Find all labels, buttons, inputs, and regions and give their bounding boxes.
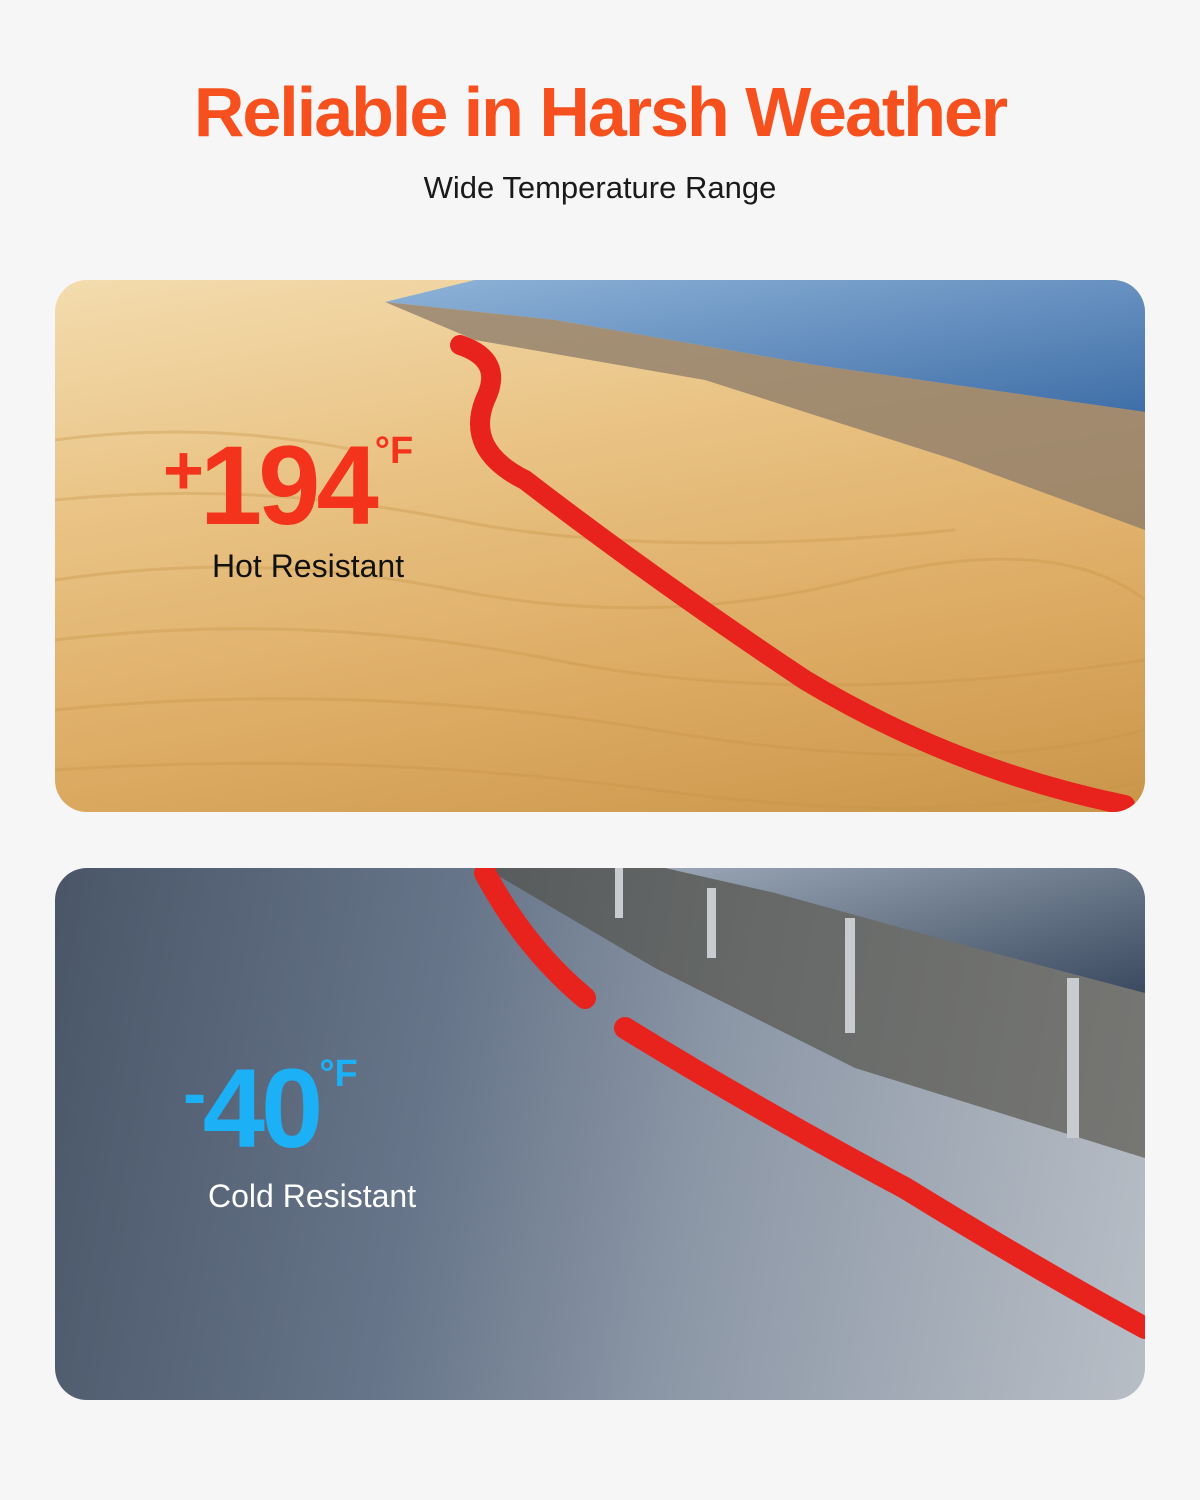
temperature-sign: + (163, 431, 204, 509)
page-title: Reliable in Harsh Weather (193, 73, 1008, 151)
panel-frame (385, 302, 1145, 530)
temperature-value: 40 (202, 1046, 324, 1171)
sand-ripples (55, 430, 1145, 810)
cold-temperature: - 40°F (183, 1053, 358, 1165)
hot-temperature: +194°F (163, 430, 413, 542)
red-cable (474, 868, 1145, 1339)
temperature-unit: °F (319, 1053, 358, 1095)
red-cable (450, 335, 1135, 812)
page-subtitle: Wide Temperature Range (423, 170, 777, 205)
solar-panel-row (385, 280, 1145, 412)
frost-solar-scene (474, 868, 1145, 1339)
desert-solar-scene (55, 280, 1145, 812)
temperature-unit: °F (374, 430, 414, 472)
cold-scene-card: - 40°F Cold Resistant (55, 868, 1145, 1400)
solar-panel-row (665, 868, 1145, 993)
hot-resistant-label: Hot Resistant (212, 548, 405, 584)
cold-resistant-label: Cold Resistant (208, 1178, 417, 1214)
temperature-value: 194 (199, 423, 379, 548)
panel-posts (615, 868, 1079, 1138)
temperature-sign: - (183, 1054, 206, 1132)
hot-scene-card: +194°F Hot Resistant (55, 280, 1145, 812)
